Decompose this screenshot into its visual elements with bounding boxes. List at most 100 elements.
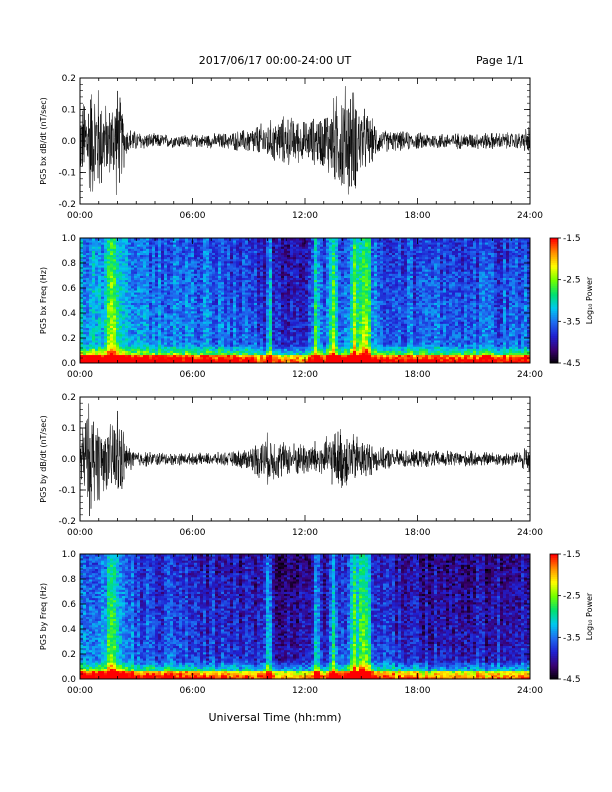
spectrogram-cell bbox=[224, 256, 228, 260]
spectrogram-cell bbox=[80, 360, 84, 363]
spectrogram-cell bbox=[296, 265, 300, 268]
spectrogram-cell bbox=[230, 294, 234, 297]
spectrogram-cell bbox=[86, 360, 90, 363]
spectrogram-cell bbox=[146, 304, 150, 308]
spectrogram-cell bbox=[146, 248, 150, 251]
spectrogram-cell bbox=[245, 360, 249, 363]
spectrogram-cell bbox=[296, 273, 300, 276]
spectrogram-cell bbox=[89, 258, 93, 262]
spectrogram-cell bbox=[296, 240, 300, 243]
spectrogram-cell bbox=[194, 321, 198, 324]
spectrogram-cell bbox=[317, 265, 321, 268]
spectrogram-cell bbox=[314, 350, 318, 353]
spectrogram-cell bbox=[98, 346, 102, 349]
spectrogram-cell bbox=[83, 246, 87, 249]
spectrogram-cell bbox=[254, 338, 258, 341]
spectrogram-cell bbox=[266, 244, 270, 247]
spectrogram-cell bbox=[224, 333, 228, 337]
spectrogram-cell bbox=[104, 352, 108, 356]
spectrogram-cell bbox=[203, 342, 207, 345]
spectrogram-cell bbox=[140, 271, 144, 274]
spectrogram-cell bbox=[314, 348, 318, 351]
spectrogram-cell bbox=[257, 306, 261, 310]
spectrogram-cell bbox=[143, 283, 147, 287]
spectrogram-cell bbox=[308, 256, 312, 260]
spectrogram-cell bbox=[89, 354, 93, 358]
spectrogram-cell bbox=[302, 340, 306, 343]
spectrogram-cell bbox=[284, 315, 288, 318]
spectrogram-cell bbox=[305, 352, 309, 356]
spectrogram-cell bbox=[254, 313, 258, 316]
spectrogram-cell bbox=[146, 254, 150, 258]
spectrogram-cell bbox=[281, 283, 285, 287]
spectrogram-cell bbox=[245, 315, 249, 318]
spectrogram-cell bbox=[164, 244, 168, 247]
spectrogram-cell bbox=[92, 244, 96, 247]
spectrogram-cell bbox=[146, 319, 150, 322]
spectrogram-cell bbox=[308, 244, 312, 247]
spectrogram-cell bbox=[173, 352, 177, 356]
spectrogram-cell bbox=[188, 308, 192, 312]
spectrogram-cell bbox=[206, 246, 210, 249]
spectrogram-cell bbox=[278, 296, 282, 299]
spectrogram-cell bbox=[248, 283, 252, 287]
spectrogram-cell bbox=[167, 323, 171, 326]
spectrogram-cell bbox=[185, 358, 189, 362]
spectrogram-cell bbox=[317, 263, 321, 266]
spectrogram-cell bbox=[86, 265, 90, 268]
spectrogram-cell bbox=[92, 321, 96, 324]
spectrogram-cell bbox=[197, 283, 201, 287]
spectrogram-cell bbox=[200, 321, 204, 324]
spectrogram-cell bbox=[239, 310, 243, 314]
spectrogram-cell bbox=[218, 285, 222, 289]
spectrogram-cell bbox=[122, 317, 126, 320]
spectrogram-cell bbox=[182, 250, 186, 253]
spectrogram-cell bbox=[296, 352, 300, 356]
spectrogram-cell bbox=[233, 250, 237, 253]
spectrogram-cell bbox=[167, 283, 171, 287]
spectrogram-cell bbox=[110, 294, 114, 297]
spectrogram-cell bbox=[284, 354, 288, 358]
spectrogram-cell bbox=[167, 275, 171, 278]
spectrogram-cell bbox=[176, 296, 180, 299]
spectrogram-cell bbox=[206, 321, 210, 324]
spectrogram-cell bbox=[206, 333, 210, 337]
spectrogram-cell bbox=[308, 306, 312, 310]
spectrogram-cell bbox=[101, 325, 105, 328]
spectrogram-cell bbox=[146, 340, 150, 343]
spectrogram-cell bbox=[158, 292, 162, 295]
spectrogram-cell bbox=[233, 346, 237, 349]
spectrogram-cell bbox=[263, 329, 267, 333]
spectrogram-cell bbox=[218, 338, 222, 341]
spectrogram-cell bbox=[107, 352, 111, 356]
spectrogram-cell bbox=[302, 296, 306, 299]
spectrogram-cell bbox=[194, 317, 198, 320]
spectrogram-cell bbox=[260, 319, 264, 322]
spectrogram-cell bbox=[98, 323, 102, 326]
spectrogram-cell bbox=[227, 300, 231, 303]
spectrogram-cell bbox=[212, 298, 216, 301]
spectrogram-cell bbox=[128, 338, 132, 341]
spectrogram-cell bbox=[302, 348, 306, 351]
spectrogram-cell bbox=[164, 258, 168, 262]
spectrogram-cell bbox=[248, 277, 252, 281]
spectrogram-cell bbox=[296, 302, 300, 306]
spectrogram-cell bbox=[80, 267, 84, 270]
spectrogram-cell bbox=[266, 263, 270, 266]
spectrogram-cell bbox=[98, 327, 102, 331]
spectrogram-cell bbox=[128, 279, 132, 283]
spectrogram-cell bbox=[317, 283, 321, 287]
spectrogram-cell bbox=[299, 344, 303, 347]
spectrogram-cell bbox=[242, 267, 246, 270]
spectrogram-cell bbox=[116, 352, 120, 356]
spectrogram-cell bbox=[221, 329, 225, 333]
spectrogram-cell bbox=[80, 244, 84, 247]
spectrogram-cell bbox=[131, 319, 135, 322]
spectrogram-cell bbox=[260, 300, 264, 303]
spectrogram-cell bbox=[263, 246, 267, 249]
spectrogram-cell bbox=[245, 250, 249, 253]
spectrogram-cell bbox=[122, 338, 126, 341]
spectrogram-cell bbox=[146, 350, 150, 353]
spectrogram-cell bbox=[257, 310, 261, 314]
spectrogram-cell bbox=[83, 304, 87, 308]
